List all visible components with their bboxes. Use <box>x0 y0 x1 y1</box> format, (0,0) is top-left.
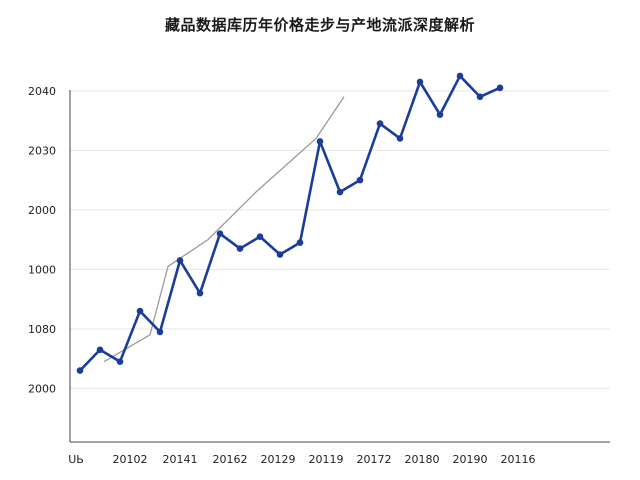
data-point <box>456 72 464 80</box>
data-point <box>476 93 484 101</box>
y-tick-labels: 2040 2030 2000 1000 1080 2000 <box>28 85 56 396</box>
data-point <box>216 230 224 237</box>
x-tick-label: UЬ <box>68 453 84 466</box>
x-tick-label: 20180 <box>405 453 440 466</box>
x-tick-label: 20116 <box>501 453 536 466</box>
series-line-trend <box>103 96 345 363</box>
y-tick-label: 1080 <box>28 323 56 336</box>
data-point <box>96 346 104 354</box>
x-tick-label: 20190 <box>453 453 488 466</box>
data-point <box>196 289 204 297</box>
y-tick-label: 1000 <box>28 263 56 276</box>
y-tick-label: 2040 <box>28 85 56 98</box>
x-tick-labels: UЬ 20102 20141 20162 20129 20119 20172 20180 201… <box>68 453 535 466</box>
data-point <box>316 138 324 145</box>
data-point <box>296 239 304 246</box>
x-tick-label: 20119 <box>309 453 344 466</box>
data-point <box>416 78 424 86</box>
x-tick-label: 20172 <box>357 453 392 466</box>
data-point <box>436 111 444 118</box>
y-tick-label: 2000 <box>28 204 56 217</box>
x-tick-label: 20141 <box>163 453 198 466</box>
data-point <box>356 176 364 184</box>
data-point <box>76 367 84 374</box>
chart-title: 藏品数据库历年价格走步与产地流派深度解析 <box>164 16 475 34</box>
data-point <box>236 245 244 252</box>
series-line-main <box>79 74 501 372</box>
data-point <box>496 84 504 92</box>
data-point <box>256 233 264 240</box>
data-point <box>396 135 404 142</box>
series-group <box>76 72 504 374</box>
data-point <box>156 328 164 336</box>
axes <box>69 90 610 443</box>
data-point <box>276 251 284 258</box>
data-point <box>176 257 184 264</box>
x-tick-label: 20162 <box>213 453 248 466</box>
data-point <box>116 358 124 365</box>
data-point <box>336 188 344 196</box>
gridlines <box>70 90 610 389</box>
y-tick-label: 2000 <box>28 382 56 395</box>
data-point <box>376 120 384 127</box>
x-tick-label: 20129 <box>261 453 296 466</box>
data-point <box>136 307 144 315</box>
x-tick-label: 20102 <box>113 453 148 466</box>
y-tick-label: 2030 <box>28 144 56 157</box>
